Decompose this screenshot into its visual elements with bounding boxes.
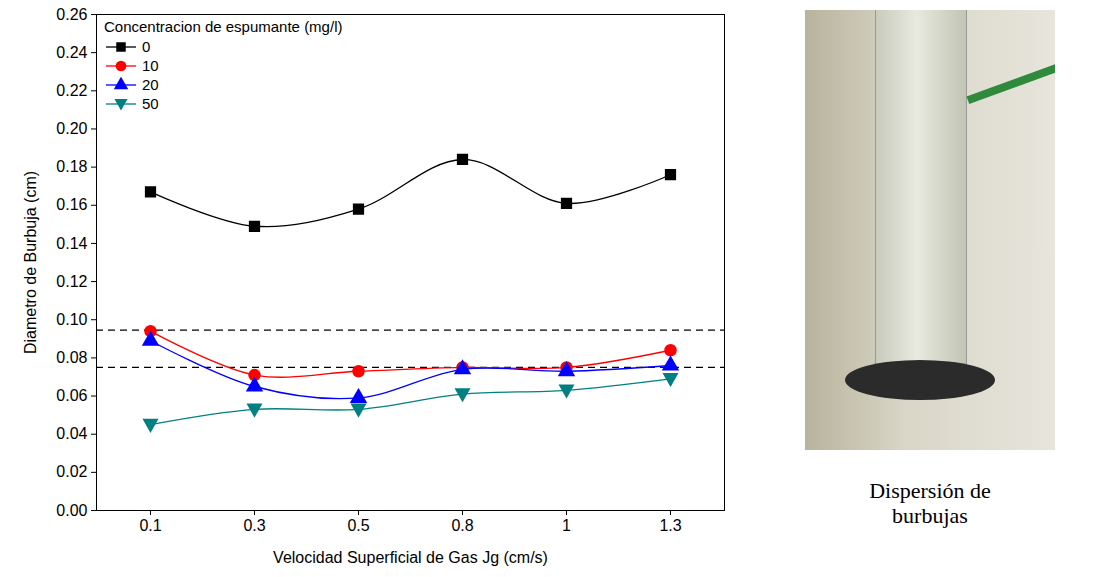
svg-text:0.02: 0.02 (56, 463, 87, 480)
svg-text:0.10: 0.10 (56, 311, 87, 328)
html-text:20: 20 (142, 76, 159, 93)
svg-text:Diametro de Burbuja (cm): Diametro de Burbuja (cm) (22, 171, 39, 354)
html-text:Concentracion de espumante (mg: Concentracion de espumante (mg/l) (104, 18, 343, 35)
svg-text:0.3: 0.3 (243, 517, 265, 534)
svg-text:0.06: 0.06 (56, 387, 87, 404)
svg-text:0.18: 0.18 (56, 158, 87, 175)
svg-text:0.24: 0.24 (56, 44, 87, 61)
svg-text:0.04: 0.04 (56, 425, 87, 442)
svg-text:0.26: 0.26 (56, 6, 87, 23)
svg-text:Velocidad Superficial de Gas J: Velocidad Superficial de Gas Jg (cm/s) (273, 549, 548, 566)
html-text:0: 0 (142, 38, 151, 55)
svg-text:0.20: 0.20 (56, 120, 87, 137)
svg-text:0.5: 0.5 (347, 517, 369, 534)
svg-text:0.08: 0.08 (56, 349, 87, 366)
html-text:Dispersión de burbujas: Dispersión de burbujas (869, 478, 991, 529)
html-text:50: 50 (142, 95, 159, 112)
svg-text:0.22: 0.22 (56, 82, 87, 99)
svg-text:0.00: 0.00 (56, 502, 87, 519)
svg-text:0.8: 0.8 (451, 517, 473, 534)
html-text:10: 10 (142, 57, 159, 74)
svg-text:1.3: 1.3 (659, 517, 681, 534)
svg-text:0.1: 0.1 (139, 517, 161, 534)
svg-text:0.16: 0.16 (56, 196, 87, 213)
svg-text:1: 1 (562, 517, 571, 534)
svg-text:0.14: 0.14 (56, 235, 87, 252)
svg-text:0.12: 0.12 (56, 273, 87, 290)
